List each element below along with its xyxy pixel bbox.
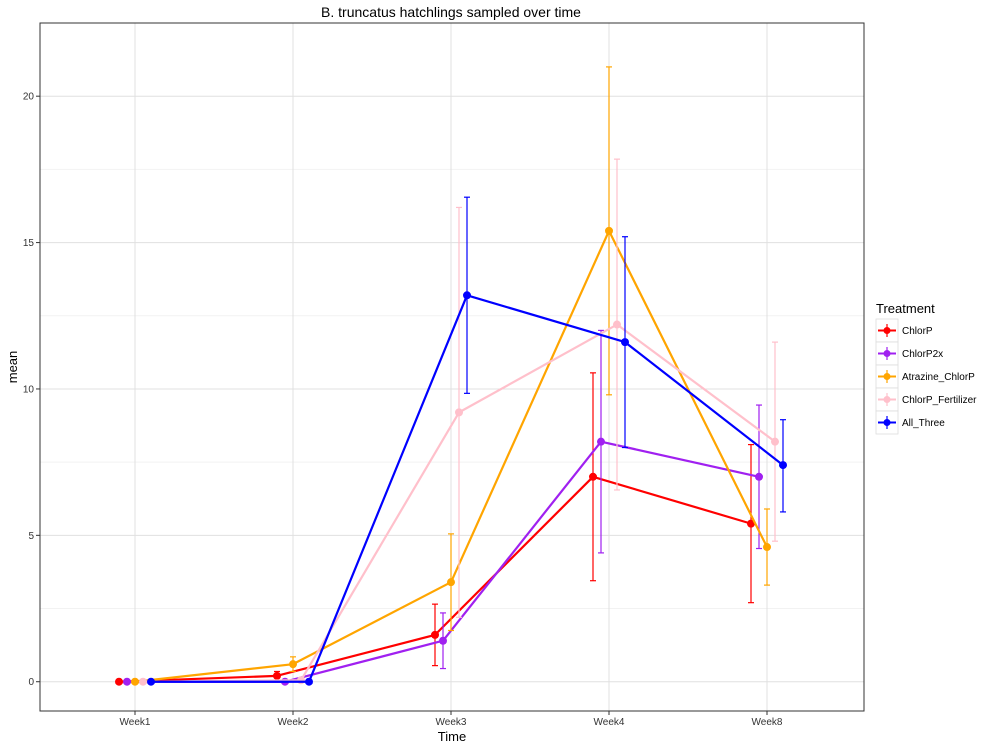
- series-All_Three: [147, 196, 787, 686]
- legend-item-ChlorP2x: ChlorP2x: [875, 341, 943, 366]
- data-point: [431, 630, 439, 639]
- data-point: [297, 676, 305, 685]
- data-point: [613, 320, 621, 329]
- data-point: [747, 519, 755, 528]
- legend-label: ChlorP: [902, 326, 933, 337]
- series-ChlorP: [115, 372, 755, 686]
- data-point: [139, 677, 147, 686]
- x-tick-label: Week3: [436, 717, 467, 728]
- legend-key-point: [883, 350, 891, 357]
- y-axis: 0 5 10 15 20: [23, 92, 40, 688]
- legend-title: Treatment: [876, 301, 935, 316]
- legend-item-ChlorP_Fertilizer: ChlorP_Fertilizer: [875, 387, 977, 412]
- legend-label: ChlorP2x: [902, 349, 943, 360]
- x-axis-title: Time: [438, 729, 466, 744]
- legend-item-Atrazine_ChlorP: Atrazine_ChlorP: [875, 364, 975, 389]
- x-axis: Week1 Week2 Week3 Week4 Week8: [120, 711, 783, 728]
- chart-title: B. truncatus hatchlings sampled over tim…: [321, 4, 581, 20]
- y-tick-label: 20: [23, 92, 35, 103]
- data-point: [621, 338, 629, 347]
- data-point: [463, 291, 471, 300]
- data-point: [447, 578, 455, 587]
- legend-label: Atrazine_ChlorP: [902, 372, 975, 383]
- plot-panel-border: [39, 22, 865, 712]
- legend-label: ChlorP_Fertilizer: [902, 395, 977, 406]
- x-tick-label: Week1: [120, 717, 151, 728]
- y-tick-label: 0: [28, 677, 34, 688]
- legend-key-point: [883, 419, 891, 426]
- data-point: [131, 677, 139, 686]
- data-point: [779, 461, 787, 470]
- x-tick-label: Week8: [752, 717, 783, 728]
- legend-key-point: [883, 373, 891, 380]
- data-point: [289, 660, 297, 669]
- x-tick-label: Week4: [594, 717, 625, 728]
- series-Atrazine_ChlorP: [131, 66, 771, 686]
- legend-key-point: [883, 327, 891, 334]
- data-point: [273, 671, 281, 680]
- y-axis-title: mean: [5, 351, 20, 384]
- legend-key-point: [883, 396, 891, 403]
- data-point: [605, 226, 613, 235]
- y-tick-label: 5: [28, 531, 34, 542]
- data-point: [755, 472, 763, 481]
- y-tick-label: 10: [23, 384, 35, 395]
- data-point: [597, 437, 605, 446]
- x-tick-label: Week2: [278, 717, 309, 728]
- data-point: [147, 677, 155, 686]
- legend: Treatment ChlorP ChlorP2x Atrazine_ChlorP C…: [875, 301, 977, 435]
- data-point: [439, 636, 447, 645]
- legend-item-All_Three: All_Three: [875, 410, 945, 435]
- legend-item-ChlorP: ChlorP: [875, 318, 933, 343]
- data-point: [771, 437, 779, 446]
- data-point: [763, 543, 771, 552]
- y-tick-label: 15: [23, 238, 35, 249]
- data-point: [305, 677, 313, 686]
- data-point: [123, 677, 131, 686]
- data-point: [115, 677, 123, 686]
- data-point: [589, 472, 597, 481]
- legend-label: All_Three: [902, 418, 945, 429]
- series-layer: [115, 66, 787, 686]
- data-point: [455, 408, 463, 417]
